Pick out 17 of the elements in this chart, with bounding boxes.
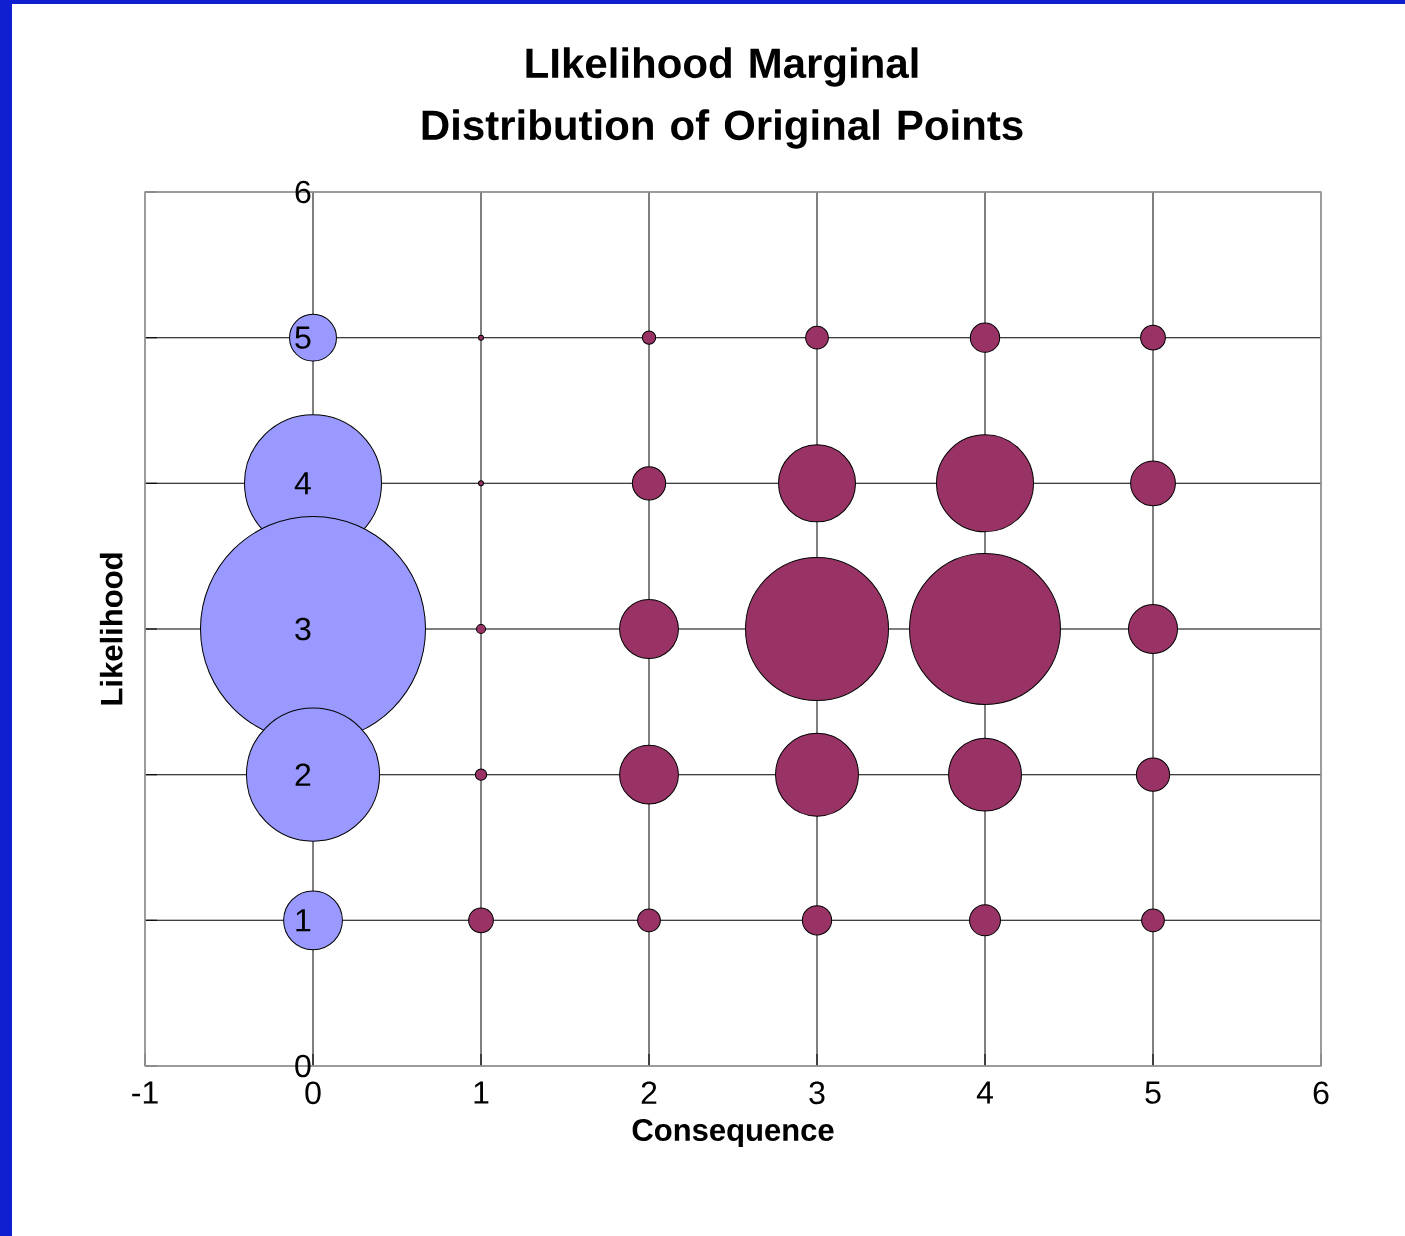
y-tick-label: 0 xyxy=(295,1054,311,1078)
y-tick-label: 6 xyxy=(295,180,311,204)
x-tick-label: 5 xyxy=(1145,1081,1161,1104)
x-axis-title: Consequence xyxy=(632,1119,834,1148)
x-tick-label: 2 xyxy=(641,1081,657,1104)
x-tick-label: 3 xyxy=(809,1081,825,1105)
y-tick-label: 5 xyxy=(295,326,311,349)
x-tick-label: 6 xyxy=(1313,1081,1329,1105)
y-axis-title: Likelihood xyxy=(99,553,123,705)
y-tick-label: 2 xyxy=(295,763,311,786)
x-tick-label: 1 xyxy=(474,1081,489,1104)
x-tick-label: -1 xyxy=(132,1081,158,1104)
x-tick-label: 4 xyxy=(976,1081,993,1104)
chart-title: LIkelihood Marginal Distribution of Original Points xyxy=(422,47,1023,149)
y-tick-label: 3 xyxy=(295,617,311,641)
y-tick-label: 1 xyxy=(296,909,311,932)
y-tick-label: 4 xyxy=(294,472,311,495)
